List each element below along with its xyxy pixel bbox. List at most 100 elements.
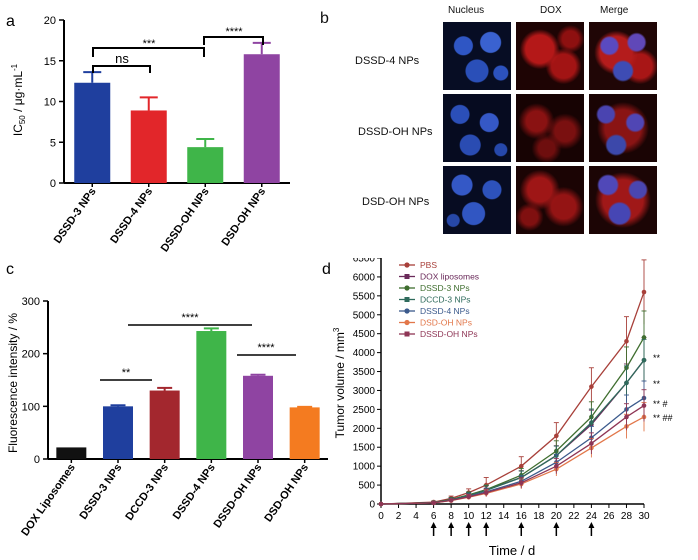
x-tick-label: 22 <box>568 511 580 522</box>
x-tick-label: DSSD-OH NPs <box>212 462 265 530</box>
y-tick-label: 0 <box>34 454 40 466</box>
sig-label-a0: ns <box>115 51 129 66</box>
sig-label-a2: **** <box>225 26 243 38</box>
bar <box>103 406 133 459</box>
data-point <box>518 480 524 486</box>
data-point <box>554 463 559 469</box>
micrograph-nucleus-dsdoh <box>443 166 511 234</box>
x-tick-label: DSD-OH NPs <box>219 186 268 248</box>
dosing-arrowhead <box>448 522 455 528</box>
legend-marker <box>404 319 410 326</box>
legend-label: DSSD-4 NPs <box>420 306 470 316</box>
series-line <box>380 416 645 505</box>
sig-bracket-a0 <box>92 65 151 73</box>
x-tick-label: DSSD-4 NPs <box>171 462 218 522</box>
bar <box>74 82 111 183</box>
dosing-arrowhead <box>465 522 472 528</box>
y-tick-label: 2000 <box>353 424 376 435</box>
y-tick-label: 3500 <box>353 367 376 378</box>
x-tick-label: 28 <box>621 511 633 522</box>
y-tick-label: 0 <box>369 500 375 511</box>
panel-c-letter: c <box>6 261 14 278</box>
series-line <box>380 359 645 505</box>
legend-marker <box>404 331 410 337</box>
data-point <box>483 490 489 495</box>
panel-d-xlabel: Time / d <box>489 543 535 558</box>
panel-a-ylabel: IC50 / μg·mL-1 <box>10 63 27 136</box>
x-tick-label: 0 <box>378 511 384 522</box>
micrograph-merge-dssd4 <box>589 22 657 90</box>
y-tick-label: 20 <box>44 15 56 27</box>
y-tick-label: 0 <box>50 178 56 190</box>
series-line <box>380 397 645 505</box>
data-point <box>466 494 471 500</box>
x-tick-label: 10 <box>463 511 475 522</box>
micrograph-dox-dssd4 <box>516 22 584 90</box>
legend-marker <box>404 308 410 314</box>
x-tick-label: 18 <box>533 511 545 522</box>
panel-c-ylabel: Fluorescence intensity / % <box>6 313 20 453</box>
legend-marker <box>404 297 410 302</box>
data-point <box>554 433 559 439</box>
legend-label: DSSD-3 NPs <box>420 283 470 293</box>
dosing-arrowhead <box>553 522 560 528</box>
panel-b-letter: b <box>320 10 329 27</box>
legend-marker <box>404 262 410 268</box>
x-tick-label: 26 <box>603 511 615 522</box>
x-tick-label: 6 <box>431 511 437 522</box>
sig-bracket-a1 <box>92 47 205 57</box>
y-tick-label: 300 <box>22 296 40 308</box>
bar <box>149 390 180 459</box>
bar <box>187 147 224 183</box>
legend-marker <box>404 274 410 279</box>
micrograph-merge-dssdoh <box>589 94 657 162</box>
sig-mark-d2: ** # <box>653 399 668 409</box>
series-line <box>380 359 645 505</box>
y-tick-label: 4000 <box>353 348 376 359</box>
panel-a-letter: a <box>6 13 15 30</box>
y-tick-label: 6000 <box>353 272 376 283</box>
micrograph-dox-dsdoh <box>516 166 584 234</box>
sig-label-c2: **** <box>257 342 275 354</box>
panel-d-letter: d <box>322 261 331 278</box>
sig-label-c1: ** <box>122 367 131 379</box>
y-tick-label: 3000 <box>353 386 376 397</box>
x-tick-label: 8 <box>448 511 454 522</box>
row-label-dsdoh: DSD-OH NPs <box>362 196 430 208</box>
data-point <box>641 289 647 295</box>
y-tick-label: 100 <box>22 401 40 413</box>
col-header-nucleus: Nucleus <box>448 5 485 16</box>
dosing-arrowhead <box>518 522 525 528</box>
panel-d-ylabel: Tumor volume / mm3 <box>332 327 347 438</box>
x-tick-label: DCCD-3 NPs <box>123 462 171 523</box>
sig-mark-d3: ** ## <box>653 413 673 423</box>
sig-mark-d1: ** <box>653 379 661 389</box>
y-tick-label: 5500 <box>353 291 376 302</box>
x-tick-label: DSSD-3 NPs <box>52 186 99 246</box>
row-label-dssdoh: DSSD-OH NPs <box>358 126 433 138</box>
data-point <box>589 384 594 389</box>
data-point <box>589 420 594 425</box>
bar <box>243 54 280 184</box>
bar <box>56 447 87 459</box>
x-tick-label: DOX Liposomes <box>19 462 78 538</box>
x-tick-label: 2 <box>396 511 402 522</box>
dosing-arrowhead <box>430 522 437 528</box>
y-tick-label: 1500 <box>353 443 376 454</box>
bar <box>196 331 227 459</box>
y-tick-label: 4500 <box>353 329 376 340</box>
dosing-arrowhead <box>483 522 490 528</box>
micrograph-nucleus-dssdoh <box>443 94 511 162</box>
data-point <box>624 338 629 344</box>
data-point <box>431 500 436 506</box>
data-point <box>589 441 594 446</box>
data-point <box>641 403 647 408</box>
y-tick-label: 5000 <box>353 310 376 321</box>
y-tick-label: 6500 <box>353 258 376 265</box>
dosing-arrowhead <box>588 522 595 528</box>
y-tick-label: 5 <box>50 137 56 149</box>
data-point <box>448 498 454 503</box>
panel-c-chart: c Fluorescence intensity / % 0 100 200 300 D… <box>6 261 328 538</box>
legend-label: DSD-OH NPs <box>420 318 472 328</box>
data-point <box>641 357 647 363</box>
